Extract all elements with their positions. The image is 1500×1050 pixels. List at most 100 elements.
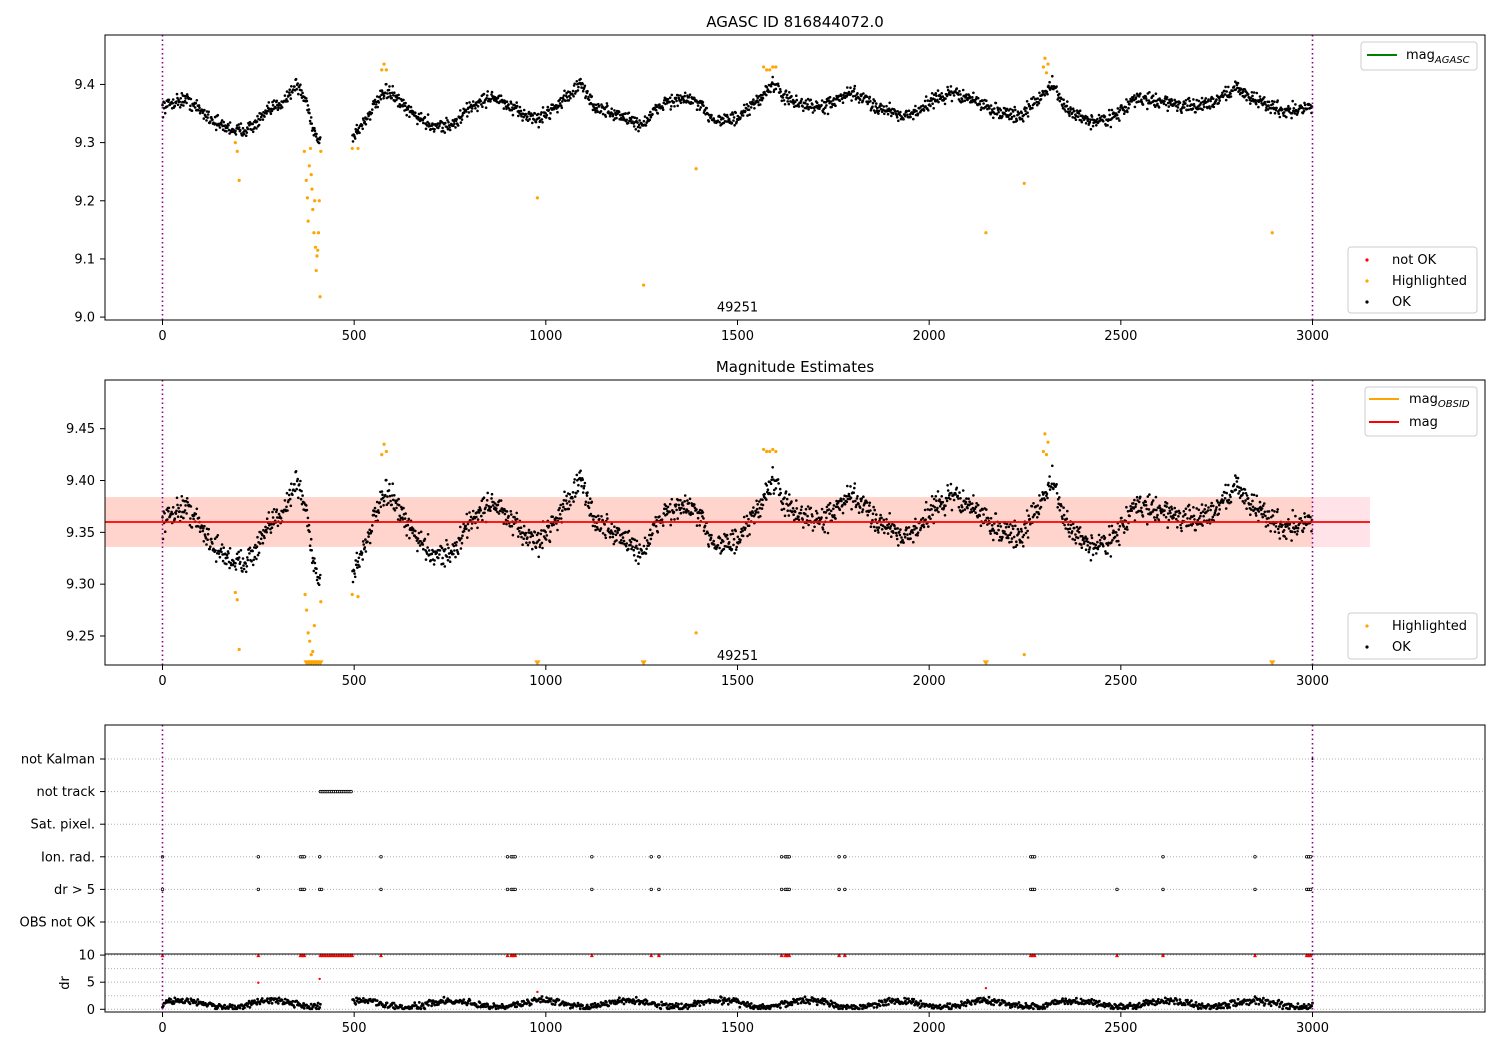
magnitude-ok-point (385, 478, 388, 482)
agasc-ok-point (1025, 100, 1029, 103)
agasc-ok-point (824, 106, 827, 109)
agasc-ok-point (804, 102, 807, 105)
magnitude-ok-point (1046, 496, 1049, 500)
magnitude-ok-point (861, 510, 864, 514)
agasc-ok-point (466, 115, 469, 118)
magnitude-ok-point (1238, 490, 1241, 493)
agasc-ok-point (389, 94, 392, 98)
magnitude-ok-point (955, 486, 959, 490)
magnitude-ok-point (668, 510, 671, 513)
magnitude-ok-point (549, 530, 552, 533)
agasc-ok-point (771, 75, 774, 79)
agasc-highlighted-point-1 (235, 149, 239, 153)
magnitude-ok-point (836, 505, 839, 509)
magnitude-xtick-label-5: 2500 (1104, 674, 1137, 689)
magnitude-ok-point (854, 499, 857, 503)
magnitude-ok-point (704, 532, 707, 536)
agasc-ok-point (1302, 107, 1305, 110)
magnitude-ok-point (189, 505, 193, 508)
flags-dr-point (256, 887, 261, 892)
magnitude-ok-point (733, 552, 736, 555)
panel-agasc-frame (104, 34, 1486, 321)
magnitude-ok-point (388, 494, 392, 498)
magnitude-ok-point (264, 528, 268, 532)
dr-ok-point (161, 1004, 165, 1008)
magnitude-ok-point (509, 510, 513, 513)
agasc-ok-point (465, 101, 469, 105)
dr-ok-point (417, 1001, 421, 1004)
agasc-ok-point (781, 96, 785, 99)
agasc-ok-point (1209, 99, 1212, 103)
magnitude-ok-point (614, 533, 618, 537)
magnitude-ok-point (1266, 524, 1270, 527)
agasc-ok-point (1273, 111, 1277, 115)
magnitude-ok-point (989, 532, 992, 535)
agasc-ok-point (748, 113, 751, 116)
dr-ok-point (188, 1002, 192, 1006)
agasc-ok-point (982, 102, 985, 105)
agasc-ok-point (989, 104, 993, 107)
panel-magnitude-annotation: 49251 (717, 649, 758, 664)
magnitude-ok-point (1165, 505, 1168, 508)
magnitude-ok-point (689, 513, 692, 517)
agasc-ok-point (579, 77, 582, 81)
magnitude-ok-point (1217, 503, 1221, 507)
magnitude-ok-point (390, 503, 394, 507)
magnitude-highlighted-point-4 (305, 608, 309, 612)
agasc-ok-point (655, 105, 659, 108)
agasc-ok-point (1221, 91, 1224, 95)
agasc-ok-point (298, 85, 301, 88)
magnitude-ok-point (258, 542, 262, 545)
agasc-ok-point (600, 103, 603, 106)
agasc-ok-point (419, 111, 423, 115)
dr-ok-point (243, 1006, 246, 1010)
agasc-ok-point (485, 96, 488, 100)
magnitude-ok-point (1221, 494, 1224, 497)
magnitude-ok-point (729, 533, 733, 536)
magnitude-ok-point (271, 510, 274, 514)
agasc-ok-point (985, 99, 988, 102)
agasc-ok-point (895, 116, 899, 119)
magnitude-ok-point (1012, 535, 1016, 539)
magnitude-ok-point (616, 531, 619, 535)
magnitude-ok-point (370, 529, 374, 533)
magnitude-highlighted-point-25 (1044, 453, 1049, 457)
magnitude-ok-point (1155, 516, 1159, 519)
magnitude-ok-point (1296, 526, 1300, 530)
magnitude-ok-point (888, 527, 892, 530)
magnitude-ok-point (691, 512, 694, 515)
agasc-ok-point (465, 110, 468, 113)
magnitude-ok-point (855, 497, 859, 500)
magnitude-ok-point (1186, 517, 1189, 520)
magnitude-ok-point (821, 528, 825, 531)
magnitude-ok-point (387, 501, 390, 505)
magnitude-ok-point (652, 523, 656, 527)
flags-dr-point (1032, 887, 1037, 892)
dr-ok-point (318, 1006, 322, 1009)
magnitude-ok-point (897, 544, 900, 547)
magnitude-ok-point (614, 529, 617, 533)
magnitude-ok-point (416, 537, 420, 540)
magnitude-ok-point (978, 514, 982, 518)
magnitude-ok-point (480, 514, 483, 518)
agasc-ok-point (994, 101, 998, 105)
agasc-ok-point (793, 100, 797, 104)
magnitude-ok-point (465, 512, 469, 516)
agasc-scatter (161, 56, 1314, 299)
agasc-ok-point (571, 89, 575, 93)
agasc-ok-point (1165, 96, 1169, 99)
agasc-ok-point (1263, 100, 1267, 104)
magnitude-ok-point (719, 541, 723, 545)
magnitude-ok-point (1020, 541, 1024, 544)
magnitude-ok-point (648, 542, 652, 545)
agasc-ok-point (927, 109, 930, 112)
magnitude-ok-point (1001, 535, 1004, 539)
magnitude-ok-point (973, 507, 977, 510)
magnitude-ok-point (1122, 525, 1125, 528)
magnitude-highlighted-point-2 (237, 647, 241, 652)
magnitude-ok-point (1255, 494, 1259, 498)
agasc-ok-point (935, 94, 938, 97)
magnitude-xtick-label-0: 0 (158, 674, 166, 689)
agasc-ok-point (444, 121, 447, 125)
dr-ok-point (540, 995, 544, 998)
